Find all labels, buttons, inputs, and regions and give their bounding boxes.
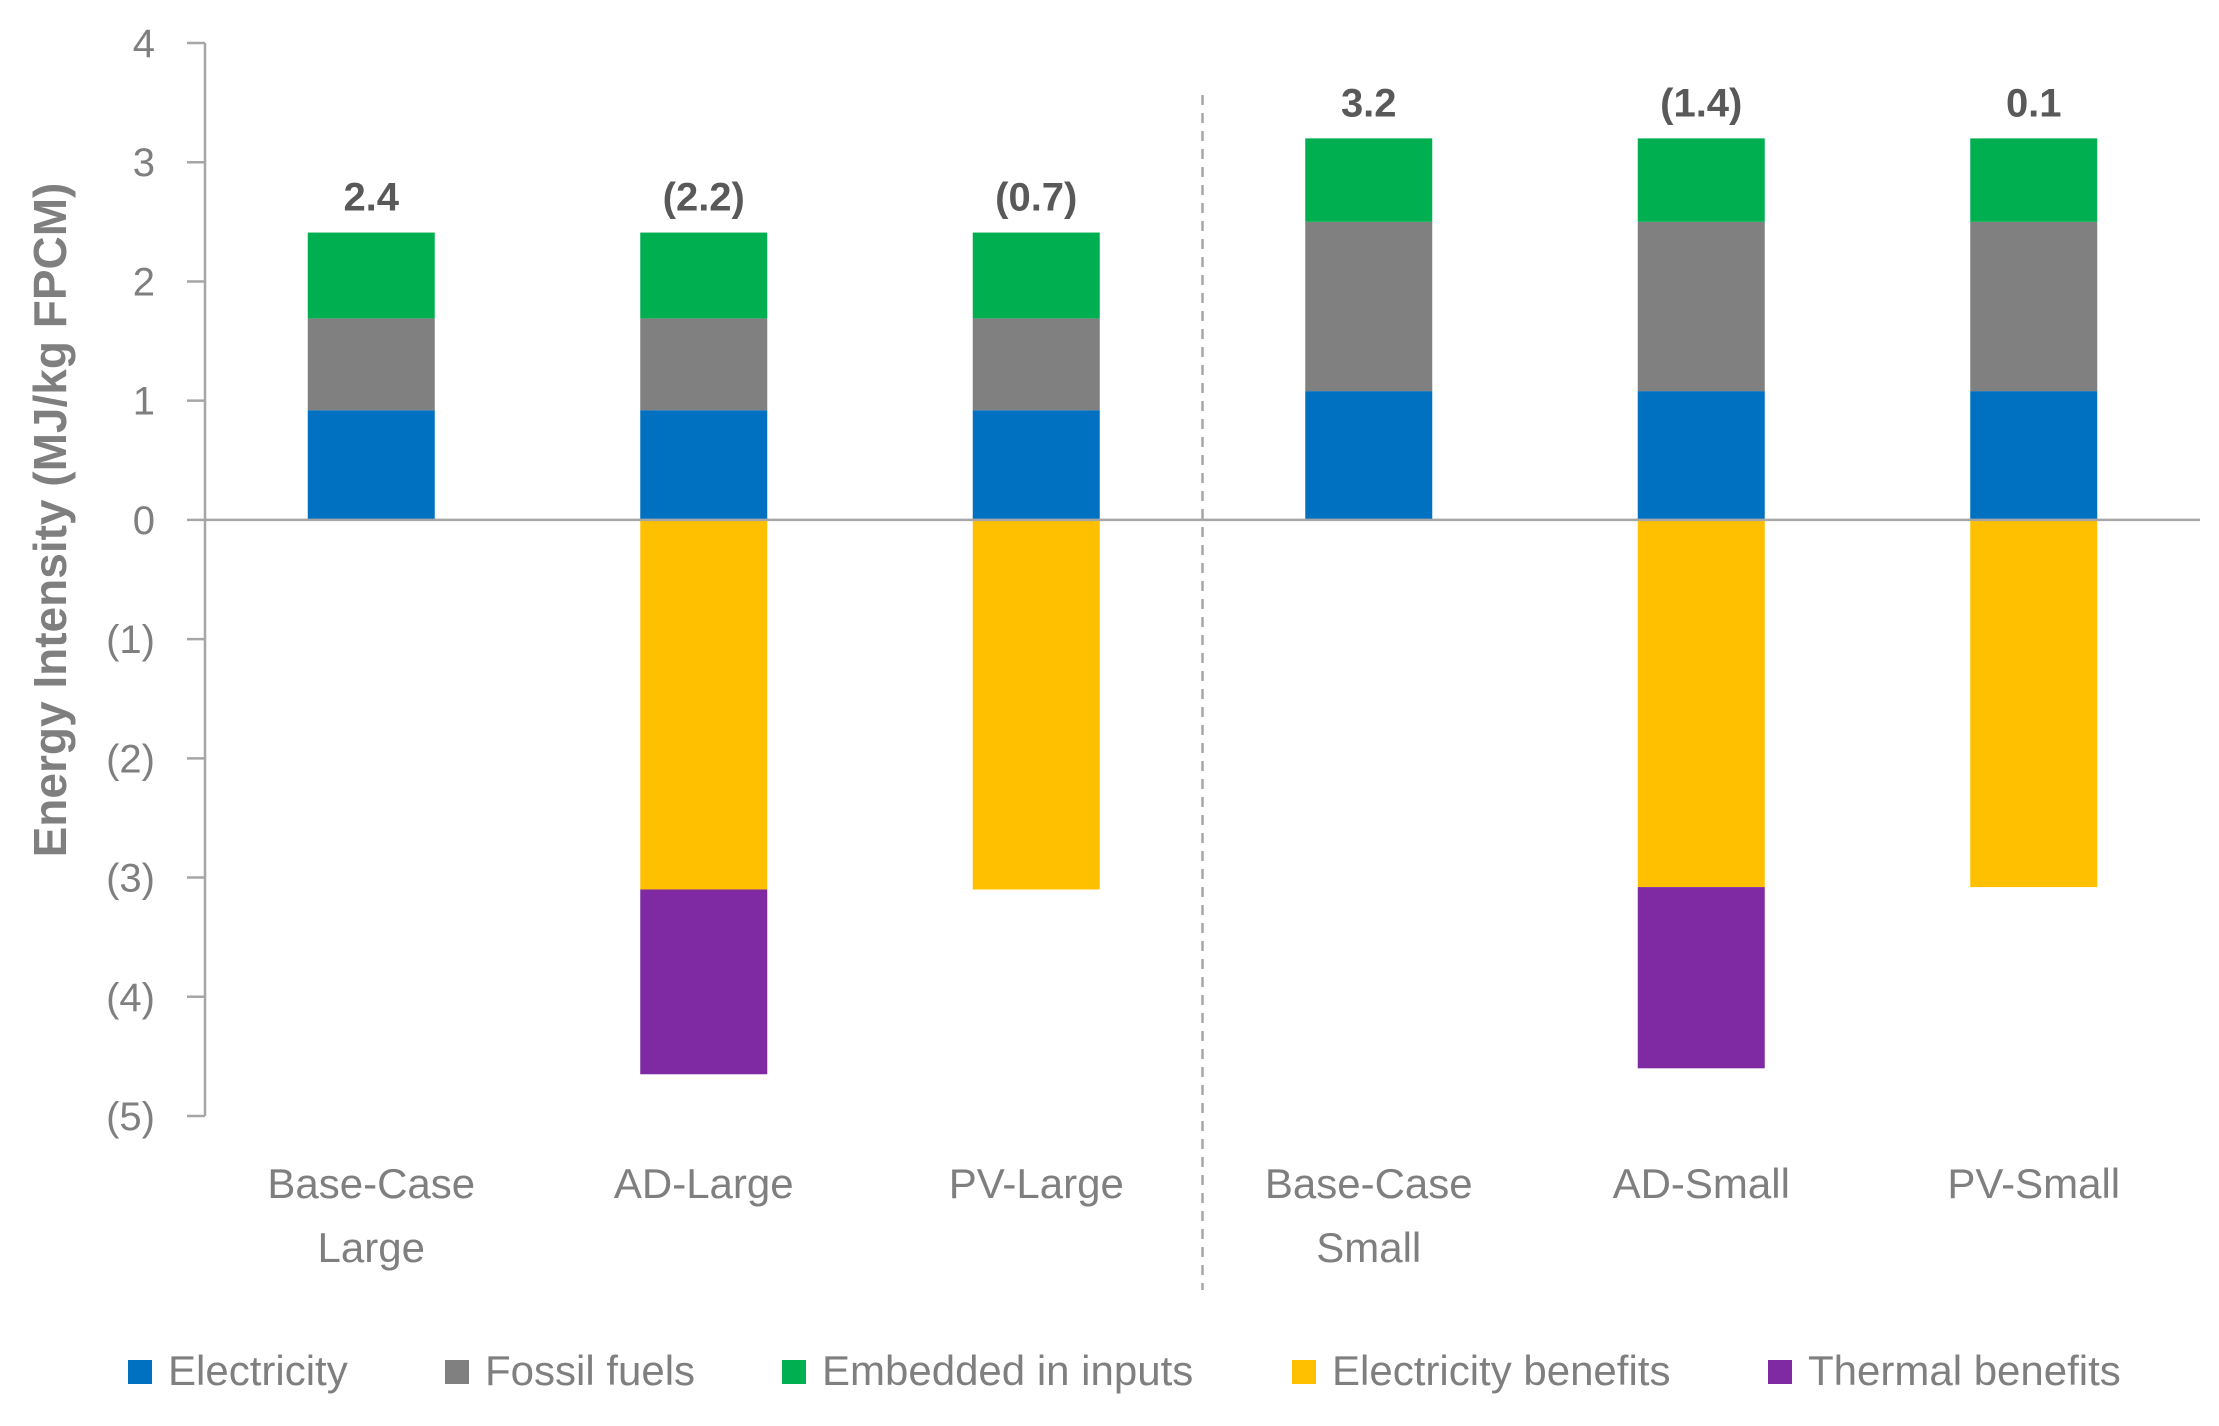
total-labels: 2.4 (2.2) (0.7) 3.2 (1.4) 0.1 bbox=[343, 81, 2061, 219]
total-label: 0.1 bbox=[2006, 81, 2062, 125]
category-label: Small bbox=[1316, 1224, 1421, 1271]
legend-swatch bbox=[1768, 1360, 1792, 1384]
total-label: (2.2) bbox=[663, 176, 745, 220]
y-tick-label: (5) bbox=[106, 1095, 155, 1139]
bar-segment bbox=[1970, 221, 2098, 392]
bar-segment bbox=[1970, 138, 2098, 222]
bars-layer bbox=[307, 138, 2098, 1075]
bar-segment bbox=[1637, 221, 1765, 392]
y-tick-label: (2) bbox=[106, 737, 155, 781]
y-tick-label: (4) bbox=[106, 976, 155, 1020]
y-tick-label: 0 bbox=[133, 499, 155, 543]
bar-segment bbox=[307, 410, 435, 520]
bar-segment bbox=[1637, 391, 1765, 520]
category-label: PV-Large bbox=[949, 1160, 1124, 1207]
legend-swatch bbox=[782, 1360, 806, 1384]
legend-label: Electricity benefits bbox=[1332, 1347, 1670, 1394]
bar-segment bbox=[972, 410, 1100, 520]
bar-segment bbox=[972, 232, 1100, 319]
bar-segment bbox=[1637, 138, 1765, 222]
y-tick-label: 4 bbox=[133, 22, 155, 66]
category-label: PV-Small bbox=[1947, 1160, 2120, 1207]
y-axis-title: Energy Intensity (MJ/kg FPCM) bbox=[24, 183, 76, 858]
legend: Electricity Fossil fuels Embedded in input… bbox=[128, 1347, 2121, 1394]
bar-segment bbox=[640, 519, 768, 890]
y-tick-label: (3) bbox=[106, 857, 155, 901]
bar-segment bbox=[1305, 138, 1433, 222]
legend-swatch bbox=[445, 1360, 469, 1384]
category-label: AD-Small bbox=[1613, 1160, 1790, 1207]
total-label: (1.4) bbox=[1660, 81, 1742, 125]
y-ticks: 4 3 2 1 0 (1) (2) (3) (4) (5) bbox=[106, 22, 205, 1139]
legend-label: Fossil fuels bbox=[485, 1347, 695, 1394]
bar-segment bbox=[640, 318, 768, 411]
y-tick-label: 1 bbox=[133, 380, 155, 424]
bar-segment bbox=[1970, 391, 2098, 520]
bar-segment bbox=[1305, 391, 1433, 520]
y-tick-label: 2 bbox=[133, 260, 155, 304]
bar-segment bbox=[972, 519, 1100, 890]
total-label: (0.7) bbox=[995, 176, 1077, 220]
total-label: 2.4 bbox=[343, 176, 399, 220]
category-label: AD-Large bbox=[614, 1160, 794, 1207]
bar-segment bbox=[640, 410, 768, 520]
total-label: 3.2 bbox=[1341, 81, 1397, 125]
legend-swatch bbox=[128, 1360, 152, 1384]
legend-label: Thermal benefits bbox=[1808, 1347, 2121, 1394]
y-tick-label: (1) bbox=[106, 618, 155, 662]
bar-segment bbox=[640, 889, 768, 1075]
bar-segment bbox=[1637, 887, 1765, 1069]
category-label: Base-Case bbox=[1265, 1160, 1473, 1207]
bar-segment bbox=[640, 232, 768, 319]
category-label: Large bbox=[318, 1224, 425, 1271]
category-label: Base-Case bbox=[267, 1160, 475, 1207]
bar-segment bbox=[1637, 519, 1765, 888]
bar-segment bbox=[307, 232, 435, 319]
y-tick-label: 3 bbox=[133, 141, 155, 185]
bar-segment bbox=[1305, 221, 1433, 392]
axes-layer bbox=[203, 43, 2200, 1290]
bar-segment bbox=[307, 318, 435, 411]
legend-label: Electricity bbox=[168, 1347, 348, 1394]
bar-segment bbox=[972, 318, 1100, 411]
legend-swatch bbox=[1292, 1360, 1316, 1384]
category-labels: Base-Case Large AD-Large PV-Large Base-Case S… bbox=[267, 1160, 2120, 1271]
bar-segment bbox=[1970, 519, 2098, 888]
legend-label: Embedded in inputs bbox=[822, 1347, 1193, 1394]
